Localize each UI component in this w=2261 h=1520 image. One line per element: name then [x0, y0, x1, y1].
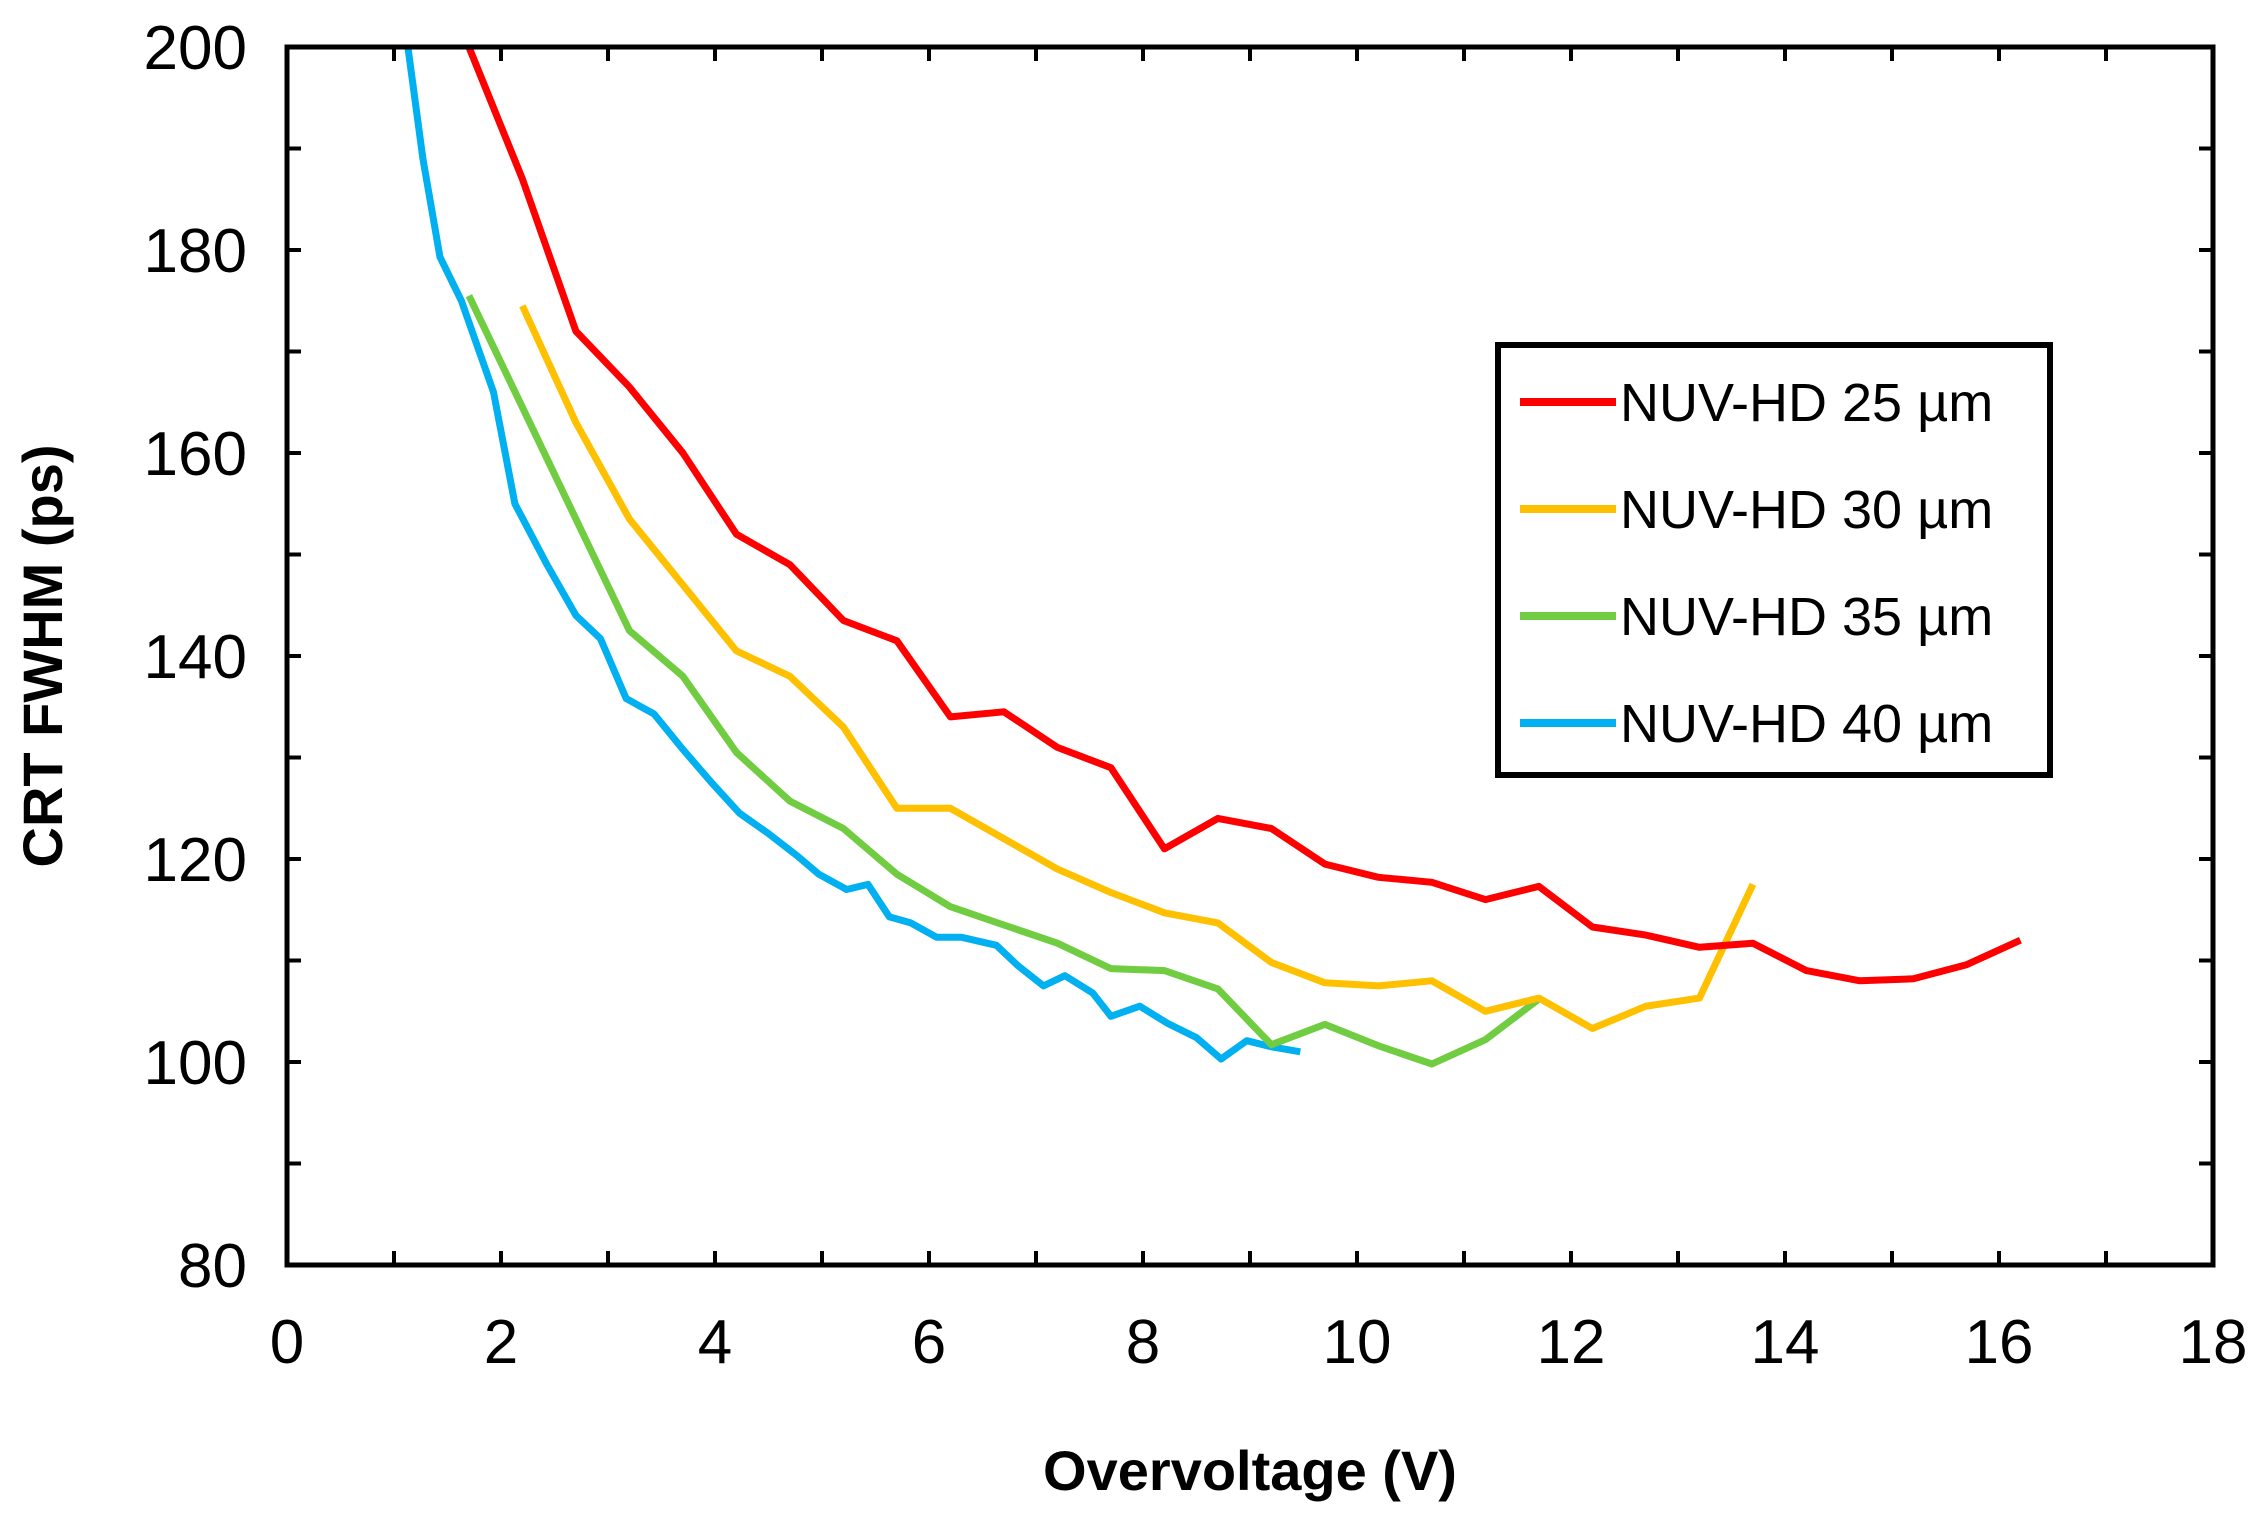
x-axis-ticks: 0 2 4 6 8 10 12 14 16 18: [270, 1308, 2248, 1377]
y-axis-ticks: 80 100 120 140 160 180 200: [144, 14, 247, 1301]
series-layer: [404, 45, 2022, 1068]
series-3: [465, 294, 1542, 1068]
series-line: [404, 46, 1301, 1063]
series-line: [465, 45, 2022, 985]
x-tick-label: 14: [1751, 1308, 1820, 1377]
y-axis-title: CRT FWHM (ps): [11, 444, 74, 867]
legend-label: NUV-HD 25 µm: [1620, 373, 1993, 433]
y-tick-label: 180: [144, 217, 247, 286]
x-tick-label: 0: [270, 1308, 304, 1377]
y-tick-label: 100: [144, 1029, 247, 1098]
series-4: [404, 46, 1301, 1063]
series-2: [519, 304, 1757, 1032]
x-tick-label: 10: [1323, 1308, 1392, 1377]
y-tick-label: 160: [144, 420, 247, 489]
legend-label: NUV-HD 40 µm: [1620, 694, 1993, 754]
x-tick-label: 8: [1126, 1308, 1160, 1377]
x-tick-label: 6: [912, 1308, 946, 1377]
x-tick-label: 4: [698, 1308, 732, 1377]
y-tick-label: 140: [144, 623, 247, 692]
plot-area-frame: [284, 44, 2216, 1268]
y-tick-label: 120: [144, 826, 247, 895]
series-1: [465, 45, 2022, 985]
legend-label: NUV-HD 35 µm: [1620, 587, 1993, 647]
series-line: [465, 294, 1542, 1068]
y-tick-label: 200: [144, 14, 247, 83]
legend-label: NUV-HD 30 µm: [1620, 480, 1993, 540]
x-axis-title: Overvoltage (V): [1043, 1439, 1457, 1502]
legend: NUV-HD 25 µm NUV-HD 30 µm NUV-HD 35 µm NUV-…: [1495, 342, 2053, 778]
x-tick-label: 12: [1537, 1308, 1606, 1377]
series-line: [519, 304, 1757, 1032]
x-tick-label: 18: [2179, 1308, 2248, 1377]
legend-box: [1495, 342, 2053, 778]
x-tick-label: 16: [1965, 1308, 2034, 1377]
y-tick-label: 80: [178, 1232, 247, 1301]
x-tick-label: 2: [484, 1308, 518, 1377]
